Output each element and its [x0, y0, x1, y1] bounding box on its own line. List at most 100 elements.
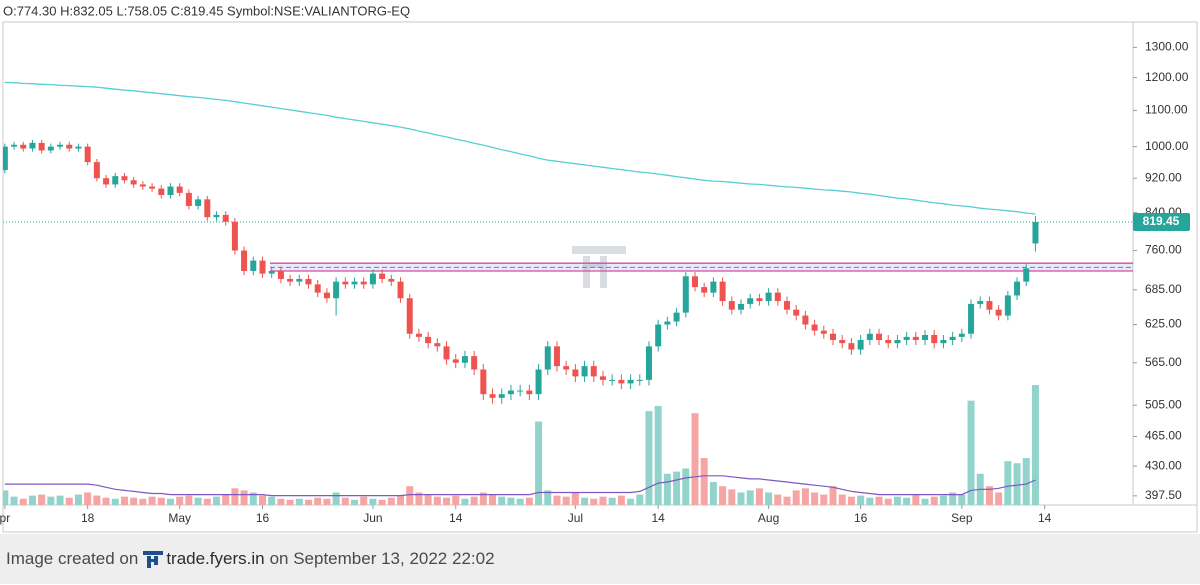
volume-bar — [820, 494, 828, 505]
candle-body — [719, 281, 726, 302]
volume-bar — [608, 497, 616, 505]
candle-body — [1004, 295, 1011, 316]
volume-bar — [691, 413, 699, 505]
volume-bar — [84, 492, 92, 505]
volume-bar — [847, 496, 855, 505]
x-tick-label: 14 — [1038, 511, 1052, 525]
x-tick-label: Aug — [758, 511, 779, 525]
volume-bar — [516, 498, 524, 505]
y-tick-label: 397.50 — [1145, 488, 1182, 502]
candle-body — [121, 176, 128, 181]
ohlc-header: O:774.30 H:832.05 L:758.05 C:819.45 Symb… — [3, 3, 410, 18]
candle-body — [268, 270, 275, 274]
volume-bar — [525, 497, 533, 505]
volume-bar — [755, 488, 763, 505]
volume-bar — [562, 496, 570, 505]
footer: Image created on trade.fyers.in on Septe… — [0, 534, 1200, 584]
candle-body — [38, 142, 45, 151]
volume-bar — [884, 498, 892, 505]
candle-body — [664, 321, 671, 325]
volume-bar — [912, 494, 920, 505]
chart-frame — [2, 21, 1198, 533]
volume-bar — [498, 496, 506, 505]
volume-bar — [737, 492, 745, 505]
candle-body — [333, 281, 340, 299]
candle-body — [287, 278, 294, 282]
volume-bar — [314, 497, 322, 505]
volume-bar — [1013, 463, 1021, 505]
candle-body — [627, 379, 634, 384]
x-tick-label: Jul — [568, 511, 583, 525]
candle-body — [480, 369, 487, 395]
candle-body — [195, 199, 202, 206]
volume-bar — [19, 498, 27, 505]
volume-bar — [443, 497, 451, 505]
volume-bar — [673, 471, 681, 505]
volume-bar — [295, 498, 303, 505]
candle-body — [305, 278, 312, 285]
volume-bar — [995, 492, 1003, 505]
volume-bar — [277, 498, 285, 505]
volume-bar — [166, 498, 174, 505]
volume-bar — [38, 494, 46, 505]
volume-bar — [967, 400, 975, 505]
footer-prefix: Image created on — [6, 549, 139, 568]
candle-body — [526, 390, 533, 395]
volume-bar — [1031, 385, 1039, 505]
y-tick-label: 1200.00 — [1145, 70, 1189, 84]
x-tick-label: May — [168, 511, 191, 525]
volume-bar — [875, 496, 883, 505]
volume-bar — [765, 492, 773, 505]
volume-bar — [507, 497, 515, 505]
candle-body — [765, 292, 772, 302]
volume-bar — [387, 497, 395, 505]
candle-body — [774, 292, 781, 302]
x-tick-label: 16 — [256, 511, 270, 525]
volume-bar — [111, 498, 119, 505]
candle-body — [848, 343, 855, 350]
volume-bar — [627, 498, 635, 505]
y-tick-label: 430.00 — [1145, 458, 1182, 472]
candle-body — [103, 178, 110, 185]
footer-suffix: on September 13, 2022 22:02 — [269, 549, 495, 568]
x-tick-label: 16 — [854, 511, 868, 525]
volume-bar — [921, 498, 929, 505]
volume-bar — [838, 494, 846, 505]
volume-bar — [811, 492, 819, 505]
candle-body — [489, 394, 496, 398]
volume-bar — [176, 496, 184, 505]
volume-bar — [581, 497, 589, 505]
volume-bar — [249, 492, 257, 505]
volume-bar — [415, 492, 423, 505]
volume-bar — [139, 498, 147, 505]
candle-body — [958, 333, 965, 337]
last-price-label: 819.45 — [1143, 214, 1180, 228]
candle-body — [296, 278, 303, 282]
footer-site[interactable]: trade.fyers.in — [166, 549, 265, 568]
candle-body — [544, 346, 551, 370]
chart: O:774.30 H:832.05 L:758.05 C:819.45 Symb… — [0, 3, 1198, 533]
volume-bar — [212, 496, 220, 505]
candle-body — [314, 284, 321, 293]
candle-body — [535, 369, 542, 395]
last-price-box — [1133, 213, 1190, 232]
candle-body — [139, 184, 146, 187]
volume-bar — [286, 499, 294, 505]
volume-bar — [130, 497, 138, 505]
volume-bar — [93, 495, 101, 505]
y-tick-label: 1000.00 — [1145, 139, 1189, 153]
volume-bar — [746, 490, 754, 505]
candle-body — [876, 333, 883, 340]
volume-bar — [406, 486, 414, 505]
candle-body — [618, 379, 625, 384]
candle-body — [360, 281, 367, 285]
candle-body — [231, 221, 238, 251]
candle-body — [728, 301, 735, 310]
volume-bar — [709, 482, 717, 505]
candle-body — [47, 146, 54, 151]
volume-bar — [617, 495, 625, 505]
volume-bar — [728, 489, 736, 505]
x-tick-label: 18 — [81, 511, 95, 525]
fyers-logo — [143, 551, 164, 568]
